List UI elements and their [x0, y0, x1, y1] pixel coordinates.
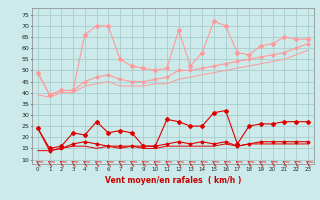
X-axis label: Vent moyen/en rafales  ( km/h ): Vent moyen/en rafales ( km/h ): [105, 176, 241, 185]
